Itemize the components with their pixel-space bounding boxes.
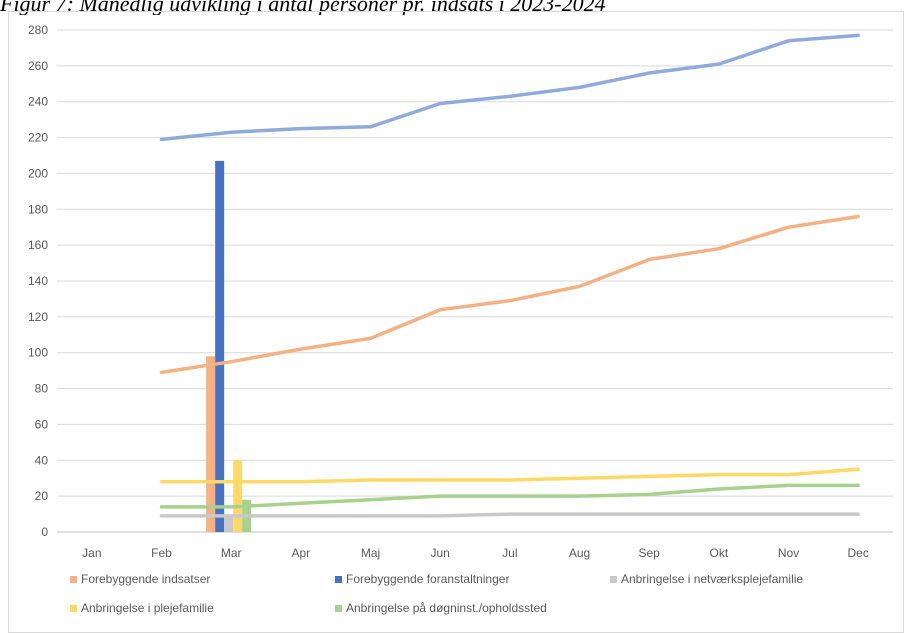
x-tick-label: Apr <box>291 546 310 560</box>
x-tick-label: Nov <box>778 546 799 560</box>
x-tick-label: Maj <box>361 546 380 560</box>
x-tick-label: Feb <box>151 546 172 560</box>
legend-label: Anbringelse på døgninst./opholdssted <box>346 601 547 615</box>
legend-item: Forebyggende indsatser <box>70 572 210 586</box>
series-line <box>159 467 860 484</box>
y-tick-label: 40 <box>35 453 49 467</box>
x-tick-label: Jul <box>502 546 517 560</box>
legend-swatch <box>70 575 77 583</box>
legend-label: Anbringelse i plejefamilie <box>81 601 214 615</box>
x-tick-label: Jan <box>82 546 101 560</box>
y-tick-label: 240 <box>28 95 48 109</box>
y-tick-label: 160 <box>28 238 48 252</box>
legend-label: Forebyggende indsatser <box>81 572 211 586</box>
series-line <box>159 33 860 142</box>
chart-legend: Forebyggende indsatser Forebyggende foran… <box>70 572 890 628</box>
y-tick-label: 180 <box>28 202 48 216</box>
legend-item: Anbringelse på døgninst./opholdssted <box>335 601 547 615</box>
y-tick-label: 80 <box>35 382 49 396</box>
legend-item: Forebyggende foranstaltninger <box>335 572 509 586</box>
y-tick-label: 140 <box>28 274 48 288</box>
bar <box>206 356 216 532</box>
bar <box>224 515 234 532</box>
x-tick-label: Mar <box>221 546 242 560</box>
x-tick-label: Dec <box>847 546 868 560</box>
x-tick-label: Okt <box>709 546 728 560</box>
y-tick-label: 100 <box>28 346 48 360</box>
legend-swatch <box>70 604 77 612</box>
bar <box>215 160 225 532</box>
legend-swatch <box>610 575 617 583</box>
y-tick-label: 260 <box>28 59 48 73</box>
legend-item: Anbringelse i netværksplejefamilie <box>610 572 803 586</box>
legend-item: Anbringelse i plejefamilie <box>70 601 214 615</box>
legend-swatch <box>335 604 342 612</box>
y-tick-label: 120 <box>28 310 48 324</box>
x-tick-label: Jun <box>430 546 449 560</box>
y-tick-label: 60 <box>35 417 49 431</box>
x-tick-label: Aug <box>569 546 590 560</box>
bar <box>233 460 243 532</box>
y-tick-label: 20 <box>35 489 49 503</box>
legend-label: Anbringelse i netværksplejefamilie <box>621 572 804 586</box>
series-line <box>159 512 860 518</box>
legend-swatch <box>335 575 342 583</box>
y-tick-label: 280 <box>28 23 48 37</box>
legend-label: Forebyggende foranstaltninger <box>346 572 510 586</box>
y-tick-label: 200 <box>28 166 48 180</box>
y-tick-label: 220 <box>28 131 48 145</box>
series-line <box>159 214 860 375</box>
x-tick-label: Sep <box>638 546 660 560</box>
series-line <box>159 483 860 509</box>
y-tick-label: 0 <box>41 525 48 539</box>
